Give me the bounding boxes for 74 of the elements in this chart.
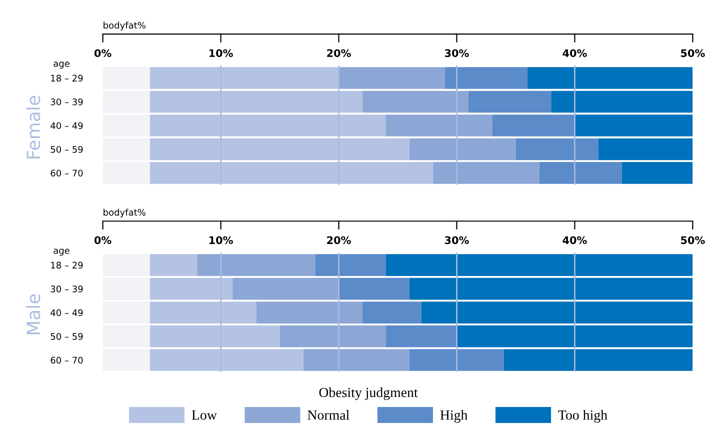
bar — [362, 302, 422, 324]
bar — [232, 278, 339, 300]
x-tick-label: 10% — [209, 236, 233, 244]
bar — [574, 114, 693, 136]
y-tick-label: 18 – 29 — [51, 262, 83, 269]
legend-label: High — [440, 410, 468, 423]
bar — [539, 162, 622, 184]
bar — [102, 162, 150, 184]
y-tick-label: 30 – 39 — [50, 286, 83, 292]
bar — [102, 302, 150, 324]
y-tick-label: 60 – 70 — [50, 170, 83, 177]
bar — [421, 302, 693, 324]
y-tick-label: 50 – 59 — [50, 333, 83, 340]
x-axis-title: bodyfat% — [104, 208, 146, 218]
legend-label: Too high — [558, 410, 608, 423]
bar — [102, 114, 150, 136]
bar — [528, 67, 693, 89]
bar — [338, 278, 410, 300]
bar — [504, 349, 693, 371]
bar — [197, 254, 316, 276]
bar — [516, 138, 598, 160]
bar — [303, 349, 410, 371]
y-tick-label: 40 – 49 — [50, 309, 83, 316]
text: age — [54, 248, 70, 256]
bar — [551, 90, 693, 113]
x-tick-label: 40% — [562, 49, 587, 58]
bar — [256, 302, 362, 324]
text: age — [54, 62, 70, 69]
legend-label: Normal — [308, 410, 350, 420]
y-tick-label: 50 – 59 — [50, 146, 83, 153]
bar — [315, 254, 386, 276]
bar — [102, 325, 150, 348]
bar — [102, 67, 150, 89]
bar — [280, 325, 386, 348]
x-tick-label: 50% — [681, 236, 705, 244]
x-axis-title: bodyfat% — [104, 22, 146, 30]
bar — [598, 138, 693, 160]
legend-title: Obesity judgment — [319, 387, 418, 400]
bar — [102, 90, 150, 113]
y-axis-title: Female — [26, 96, 40, 158]
bar — [386, 325, 457, 348]
y-axis-title: Male — [26, 294, 40, 334]
x-tick-label: 20% — [327, 49, 351, 58]
bar — [386, 114, 492, 136]
bar — [150, 254, 198, 276]
x-tick-label: 30% — [444, 236, 469, 244]
y-tick-label: 60 – 70 — [50, 356, 83, 364]
bar — [410, 138, 516, 160]
bar — [468, 90, 552, 113]
x-tick-label: 0% — [94, 49, 112, 58]
bar — [362, 90, 469, 113]
x-tick-label: 0% — [94, 236, 112, 244]
bar — [102, 138, 150, 160]
bar — [622, 162, 693, 184]
x-tick-label: 20% — [327, 236, 351, 244]
bar — [410, 278, 693, 300]
bar — [102, 254, 150, 276]
y-tick-label: 30 – 39 — [50, 98, 83, 106]
bar — [492, 114, 575, 136]
y-tick-label: 18 – 29 — [51, 74, 83, 82]
bar — [433, 162, 540, 184]
x-tick-label: 10% — [209, 49, 233, 58]
legend-label: Low — [192, 410, 217, 420]
bar — [102, 278, 150, 300]
bar — [456, 325, 693, 348]
x-tick-label: 30% — [444, 49, 469, 58]
y-tick-label: 40 – 49 — [50, 122, 83, 130]
bar — [410, 349, 504, 371]
x-tick-label: 40% — [562, 236, 587, 244]
bar — [102, 349, 150, 371]
x-tick-label: 50% — [681, 49, 705, 58]
bar — [444, 67, 528, 89]
bar — [338, 67, 445, 89]
bar — [386, 254, 693, 276]
